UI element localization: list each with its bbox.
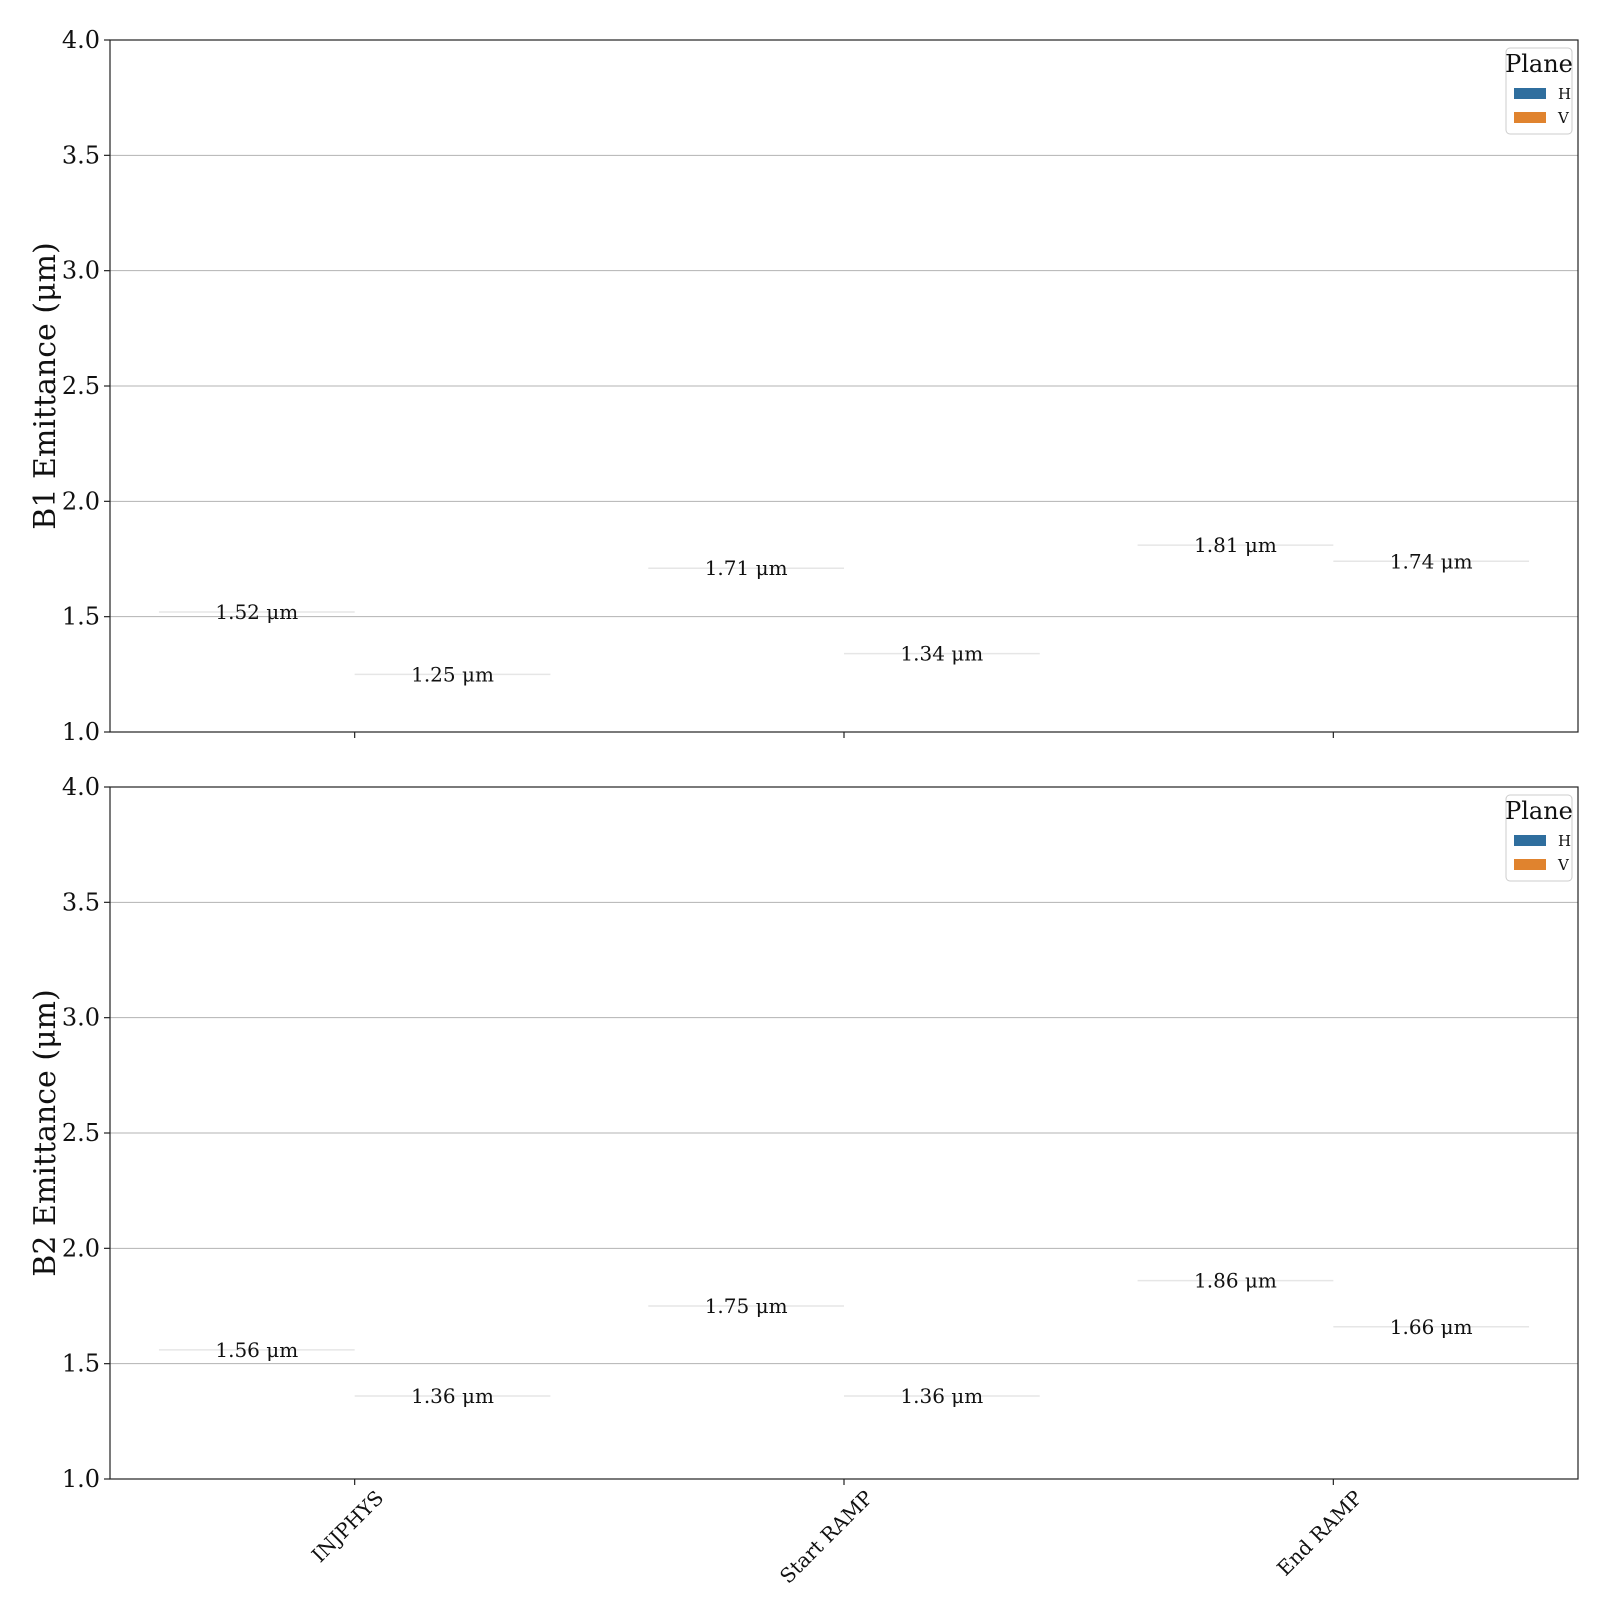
legend-title: Plane [1505,50,1573,78]
y-tick-label: 2.5 [62,1119,100,1147]
data-label: 1.74 μm [1390,549,1473,573]
y-tick-label: 3.0 [62,257,100,285]
legend: Plane HV [1505,47,1573,135]
legend-entry: H [1558,832,1571,850]
data-label: 1.25 μm [411,662,494,686]
data-label: 1.36 μm [411,1384,494,1408]
data-label: 1.81 μm [1194,533,1277,557]
y-axis-label: B2 Emittance (μm) [28,989,63,1276]
y-tick-label: 1.5 [62,1350,100,1378]
data-label: 1.86 μm [1194,1269,1277,1293]
legend-title: Plane [1505,797,1573,825]
panel-1: 1.52 μm 1.71 μm 1.81 μm 1.25 μm 1.34 μm 1.74 … [28,26,1579,746]
legend-swatch-h [1514,88,1546,99]
data-label: 1.36 μm [900,1384,983,1408]
legend-entry: V [1557,856,1570,874]
y-tick-label: 3.5 [62,888,100,916]
legend-swatch-h [1514,835,1546,846]
data-label: 1.75 μm [705,1294,788,1318]
legend-entry: H [1558,85,1571,103]
y-tick-label: 3.5 [62,141,100,169]
y-tick-label: 4.0 [62,26,100,54]
y-tick-label: 2.5 [62,372,100,400]
y-tick-label: 3.0 [62,1004,100,1032]
panel-2: 1.56 μm 1.75 μm 1.86 μm 1.36 μm 1.36 μm 1.66 … [28,773,1579,1589]
y-tick-label: 1.0 [62,718,100,746]
data-label: 1.71 μm [705,556,788,580]
y-tick-label: 2.0 [62,487,100,515]
data-label: 1.52 μm [215,600,298,624]
legend-entry: V [1557,109,1570,127]
data-label: 1.34 μm [900,642,983,666]
legend-swatch-v [1514,859,1546,870]
x-tick-label: INJPHYS [307,1486,388,1567]
data-label: 1.66 μm [1390,1315,1473,1339]
legend-swatch-v [1514,112,1546,123]
y-tick-label: 2.0 [62,1234,100,1262]
legend: Plane HV [1505,794,1573,882]
y-axis-label: B1 Emittance (μm) [28,242,63,529]
x-tick-label: End RAMP [1272,1486,1367,1581]
y-tick-label: 1.0 [62,1465,100,1493]
y-tick-label: 1.5 [62,603,100,631]
data-label: 1.56 μm [215,1338,298,1362]
y-tick-label: 4.0 [62,773,100,801]
x-tick-label: Start RAMP [775,1486,878,1589]
